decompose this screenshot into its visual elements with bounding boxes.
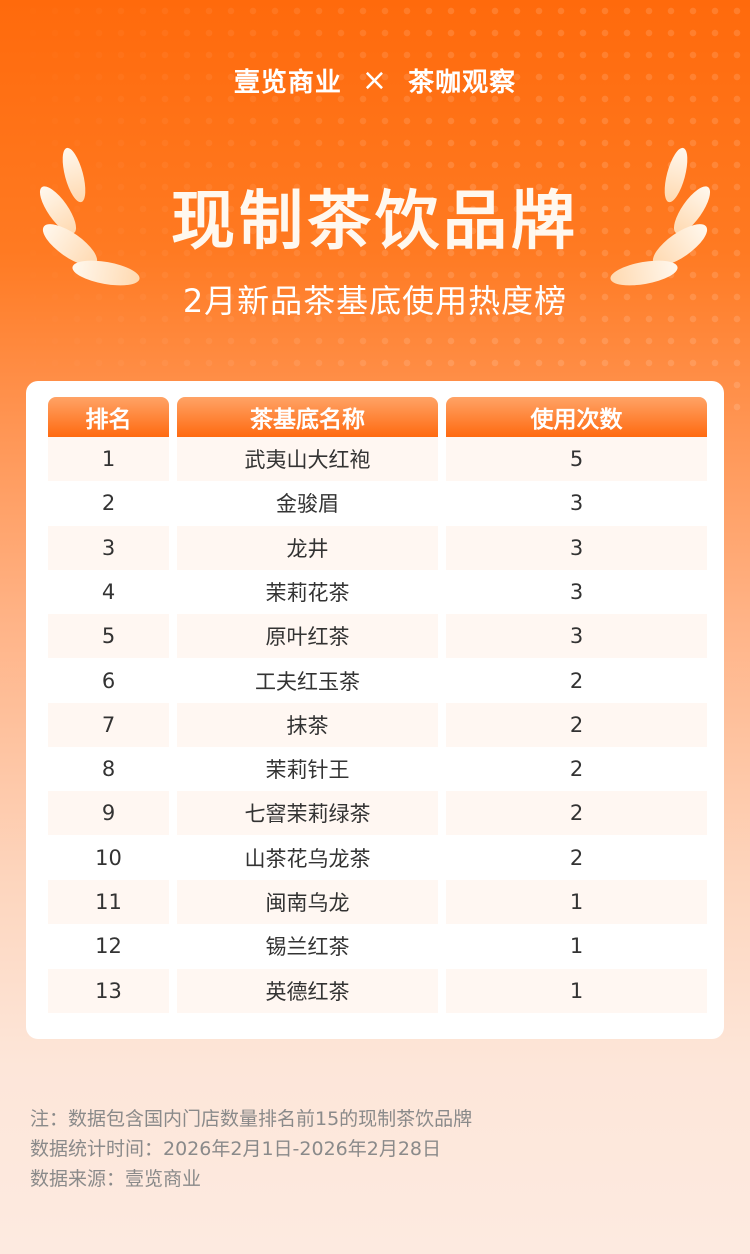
name-cell: 龙井 <box>177 525 438 570</box>
column-header-name: 茶基底名称 <box>177 397 438 437</box>
count-cell: 3 <box>446 525 707 570</box>
rank-cell: 13 <box>48 968 169 1013</box>
rank-cell: 8 <box>101 757 116 782</box>
note-period: 数据统计时间：2026年2月1日-2026年2月28日 <box>30 1138 442 1160</box>
logo-bar: 壹览商业 × 茶咖观察 <box>0 62 750 99</box>
table-row: 1 武夷山大红袍 5 <box>48 437 707 481</box>
count-cell: 2 <box>569 845 584 870</box>
count-cell: 3 <box>569 491 584 516</box>
note-source: 数据来源：壹览商业 <box>30 1168 202 1190</box>
rank-cell: 4 <box>101 579 116 604</box>
name-cell: 原叶红茶 <box>177 614 438 659</box>
table-row: 2 金骏眉 3 <box>48 481 707 525</box>
name-cell: 英德红茶 <box>177 968 438 1013</box>
rank-cell: 9 <box>48 791 169 836</box>
name-cell: 闽南乌龙 <box>177 880 438 924</box>
count-cell: 2 <box>569 668 584 693</box>
count-cell: 1 <box>569 934 584 959</box>
rank-cell: 2 <box>101 491 116 516</box>
name-cell: 山茶花乌龙茶 <box>244 846 371 871</box>
dot-pattern <box>0 0 750 420</box>
note-scope: 注：数据包含国内门店数量排名前15的现制茶饮品牌 <box>30 1108 473 1130</box>
column-header-count: 使用次数 <box>446 397 707 437</box>
name-cell: 锡兰红茶 <box>265 935 350 960</box>
rank-cell: 10 <box>95 845 122 870</box>
table-row: 13 英德红茶 1 <box>48 968 707 1013</box>
table-row: 3 龙井 3 <box>48 525 707 570</box>
page-title: 现制茶饮品牌 <box>171 185 579 259</box>
logo-chaka: 茶咖观察 <box>408 68 517 98</box>
table-row: 4 茉莉花茶 3 <box>48 570 707 614</box>
logo-yilan: 壹览商业 <box>233 68 342 98</box>
table-row: 12 锡兰红茶 1 <box>48 924 707 968</box>
table-row: 10 山茶花乌龙茶 2 <box>48 836 707 880</box>
table-row: 9 七窨茉莉绿茶 2 <box>48 791 707 836</box>
name-cell: 金骏眉 <box>276 492 339 517</box>
name-cell: 工夫红玉茶 <box>255 669 360 694</box>
rank-cell: 12 <box>95 934 122 959</box>
name-cell: 茉莉花茶 <box>265 580 350 605</box>
name-cell: 七窨茉莉绿茶 <box>177 791 438 836</box>
rank-cell: 6 <box>101 668 116 693</box>
name-cell: 茉莉针王 <box>265 758 350 783</box>
rank-cell: 3 <box>48 525 169 570</box>
table-header: 排名 茶基底名称 使用次数 <box>48 397 707 441</box>
count-cell: 5 <box>446 437 707 481</box>
table-row: 7 抹茶 2 <box>48 702 707 747</box>
name-cell: 武夷山大红袍 <box>177 437 438 481</box>
rank-cell: 11 <box>48 880 169 924</box>
rank-cell: 5 <box>48 614 169 659</box>
table-row: 5 原叶红茶 3 <box>48 614 707 659</box>
count-cell: 2 <box>446 791 707 836</box>
laurel-right-icon <box>610 147 711 286</box>
table-row: 6 工夫红玉茶 2 <box>48 659 707 703</box>
table-row: 11 闽南乌龙 1 <box>48 880 707 924</box>
count-cell: 1 <box>446 880 707 924</box>
laurel-left-icon <box>39 147 140 286</box>
count-cell: 2 <box>569 757 584 782</box>
count-cell: 1 <box>446 968 707 1013</box>
table-row: 8 茉莉针王 2 <box>48 747 707 791</box>
name-cell: 抹茶 <box>177 702 438 747</box>
collab-separator: × <box>361 63 389 98</box>
count-cell: 3 <box>569 579 584 604</box>
page-subtitle: 2月新品茶基底使用热度榜 <box>182 282 568 320</box>
count-cell: 3 <box>446 614 707 659</box>
column-header-rank: 排名 <box>48 397 169 437</box>
ranking-table: 排名 茶基底名称 使用次数 1 武夷山大红袍 5 2 金骏眉 3 3 龙井 3 4 茉莉花茶 3 5 原叶… <box>26 381 724 1039</box>
footnotes: 注：数据包含国内门店数量排名前15的现制茶饮品牌 数据统计时间：2026年2月1… <box>30 1104 472 1194</box>
count-cell: 2 <box>446 702 707 747</box>
rank-cell: 1 <box>48 437 169 481</box>
rank-cell: 7 <box>48 702 169 747</box>
